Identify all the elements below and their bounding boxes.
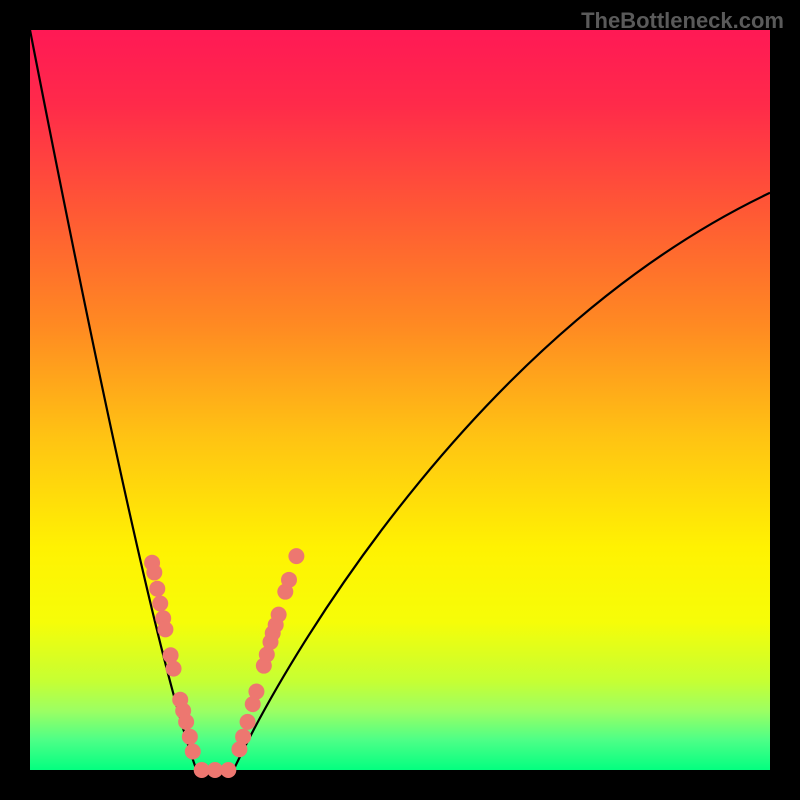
data-marker [235,729,251,745]
data-marker [271,607,287,623]
data-marker [281,572,297,588]
data-marker [248,684,264,700]
data-marker [220,762,236,778]
data-marker [288,548,304,564]
bottleneck-chart [0,0,800,800]
data-marker [163,647,179,663]
data-marker [152,596,168,612]
data-marker [240,714,256,730]
data-marker [149,581,165,597]
data-marker [146,564,162,580]
plot-area-gradient [30,30,770,770]
data-marker [185,744,201,760]
data-marker [166,661,182,677]
data-marker [178,714,194,730]
data-marker [157,621,173,637]
chart-root: TheBottleneck.com [0,0,800,800]
data-marker [182,729,198,745]
